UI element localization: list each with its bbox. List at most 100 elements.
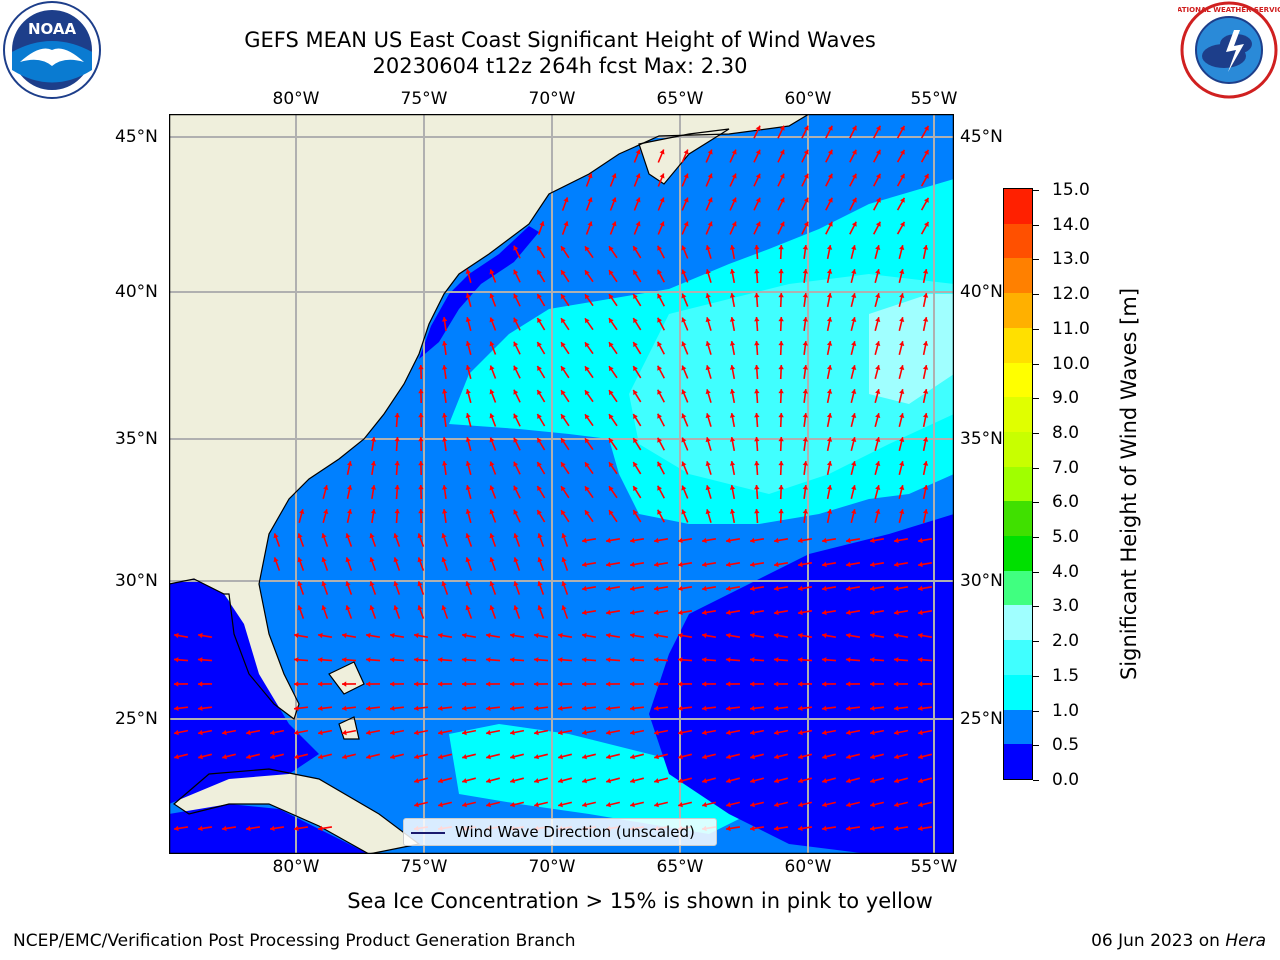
wave-direction-arrowhead — [414, 754, 419, 760]
wave-direction-arrowhead — [922, 509, 929, 514]
colorbar-segment — [1004, 257, 1032, 294]
wave-direction-arrowhead — [246, 825, 251, 832]
wave-direction-arrowhead — [826, 245, 833, 250]
wave-direction-arrowhead — [846, 802, 851, 808]
wave-direction-arrowhead — [635, 197, 641, 203]
wave-direction-arrowhead — [918, 705, 923, 711]
wave-direction-arrowhead — [394, 413, 400, 418]
wave-direction-arrowhead — [726, 754, 731, 760]
wave-direction-arrowhead — [561, 270, 566, 276]
lon-label-bottom-55w: 55°W — [910, 857, 958, 877]
wave-direction-arrowhead — [369, 605, 375, 611]
wave-direction-arrowhead — [702, 754, 707, 760]
wave-direction-arrowhead — [870, 729, 875, 736]
wave-direction-arrowhead — [537, 438, 542, 443]
wave-direction-arrowhead — [606, 561, 611, 568]
wave-direction-arrowhead — [342, 729, 347, 736]
wave-direction-arrowhead — [537, 246, 542, 251]
wave-direction-arrowhead — [755, 221, 761, 227]
wave-direction-arrowhead — [822, 705, 827, 711]
wave-direction-arrowhead — [851, 413, 857, 418]
wave-direction-arrowhead — [802, 509, 808, 514]
wave-direction-arrowhead — [851, 125, 857, 131]
wave-blue-coast-north — [419, 226, 539, 359]
wave-direction-arrowhead — [778, 413, 784, 418]
wave-direction-arrowhead — [347, 485, 353, 490]
wave-direction-arrowhead — [922, 437, 929, 442]
wave-direction-arrowhead — [826, 317, 833, 322]
wave-direction-arrowhead — [754, 389, 760, 394]
lon-label-bottom-70w: 70°W — [528, 857, 576, 877]
colorbar-tick-label: 9.0 — [1052, 388, 1080, 409]
wave-direction-arrowhead — [851, 293, 857, 298]
wave-direction-arrowhead — [438, 657, 443, 663]
wave-direction-arrowhead — [513, 437, 519, 443]
wave-direction-arrowhead — [778, 245, 784, 250]
wave-direction-arrowhead — [657, 245, 662, 251]
wave-direction-arrowhead — [894, 657, 899, 663]
wave-direction-arrowhead — [750, 657, 755, 663]
wave-direction-arrowhead — [846, 537, 851, 544]
wave-direction-arrowhead — [465, 269, 471, 274]
wave-direction-arrowhead — [513, 605, 519, 611]
colorbar-tick-label: 7.0 — [1052, 457, 1080, 478]
wave-direction-arrowhead — [587, 173, 593, 179]
wave-direction-arrowhead — [918, 657, 923, 663]
wave-direction-arrowhead — [585, 270, 590, 276]
wave-direction-arrowhead — [822, 729, 827, 736]
wave-direction-arrowhead — [657, 437, 662, 443]
wave-direction-arrowhead — [729, 341, 736, 346]
wave-direction-arrowhead — [822, 585, 827, 592]
wave-direction-arrowhead — [582, 609, 587, 616]
wave-direction-arrowhead — [294, 754, 299, 760]
wave-direction-arrowhead — [534, 632, 539, 639]
colorbar-tick — [1033, 363, 1039, 365]
wave-direction-arrowhead — [754, 269, 760, 274]
wave-direction-arrowhead — [705, 437, 711, 443]
wave-direction-arrowhead — [489, 605, 495, 611]
colorbar-tick-label: 1.5 — [1052, 665, 1080, 686]
wave-direction-arrowhead — [870, 705, 875, 711]
wave-direction-arrowhead — [918, 778, 923, 784]
legend-label: Wind Wave Direction (unscaled) — [455, 823, 695, 841]
wave-direction-arrowhead — [894, 802, 899, 808]
wave-direction-arrowhead — [654, 537, 659, 544]
wave-direction-arrowhead — [851, 149, 857, 155]
wave-direction-arrowhead — [174, 754, 179, 760]
wave-direction-arrowhead — [513, 557, 519, 563]
wave-direction-arrowhead — [418, 389, 424, 394]
wave-direction-arrowhead — [702, 561, 707, 568]
wave-direction-arrowhead — [654, 681, 659, 687]
wave-direction-arrowhead — [561, 486, 566, 492]
wave-direction-arrowhead — [393, 581, 399, 587]
wave-direction-arrowhead — [774, 754, 779, 760]
wave-direction-arrowhead — [582, 657, 587, 663]
wave-direction-arrowhead — [875, 149, 881, 155]
wave-direction-arrowhead — [657, 485, 662, 491]
wave-direction-arrowhead — [918, 681, 923, 687]
wave-direction-arrowhead — [438, 681, 443, 687]
wave-direction-arrowhead — [778, 437, 784, 442]
wave-direction-arrowhead — [299, 509, 305, 514]
wave-direction-arrowhead — [489, 389, 495, 395]
footer-host: Hera — [1225, 931, 1266, 951]
wave-direction-arrowhead — [606, 778, 611, 784]
wave-direction-arrowhead — [729, 485, 736, 490]
wave-direction-arrowhead — [875, 197, 881, 203]
colorbar-segment — [1004, 500, 1032, 537]
wave-direction-arrowhead — [778, 317, 784, 322]
wave-direction-arrowhead — [681, 341, 687, 347]
wave-direction-arrowhead — [489, 533, 495, 539]
wave-direction-arrowhead — [851, 341, 857, 346]
wave-direction-arrowhead — [705, 341, 711, 347]
wave-direction-arrowhead — [558, 802, 563, 808]
wave-direction-arrowhead — [390, 632, 395, 639]
wave-direction-arrowhead — [537, 414, 542, 419]
wave-direction-arrowhead — [510, 729, 515, 736]
wave-direction-arrowhead — [678, 778, 683, 784]
wave-direction-arrowhead — [294, 729, 299, 736]
wave-direction-arrowhead — [922, 485, 929, 490]
wave-direction-arrowhead — [513, 365, 519, 371]
wave-direction-arrowhead — [345, 533, 351, 539]
wave-direction-arrowhead — [418, 509, 424, 514]
